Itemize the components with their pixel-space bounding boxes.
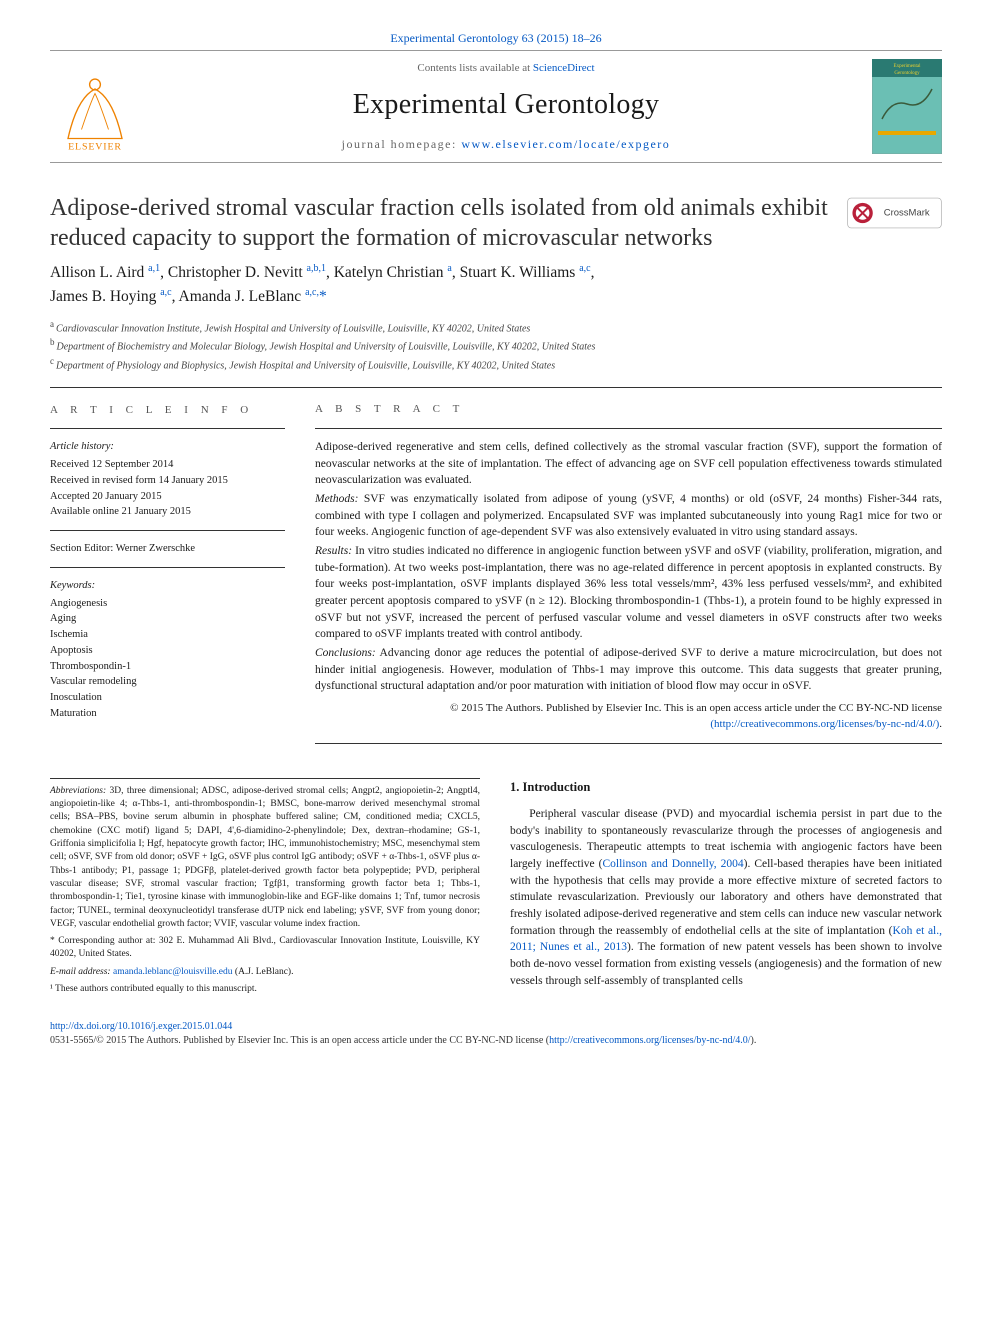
methods-head: Methods: — [315, 493, 358, 505]
email-footnote: E-mail address: amanda.leblanc@louisvill… — [50, 966, 480, 979]
article-title: Adipose-derived stromal vascular fractio… — [50, 193, 835, 253]
doi-link[interactable]: http://dx.doi.org/10.1016/j.exger.2015.0… — [50, 1021, 232, 1032]
article-citation: Experimental Gerontology 63 (2015) 18–26 — [50, 30, 942, 46]
author-affil-mark: a,c, — [305, 287, 319, 298]
affiliation-item: cDepartment of Physiology and Biophysics… — [50, 355, 942, 373]
author-list: Allison L. Aird a,1, Christopher D. Nevi… — [50, 261, 942, 308]
corresponding-author-footnote: * Corresponding author at: 302 E. Muhamm… — [50, 935, 480, 962]
svg-text:Gerontology: Gerontology — [894, 71, 920, 76]
intro-section: Abbreviations: 3D, three dimensional; AD… — [50, 778, 942, 1000]
homepage-prefix: journal homepage: — [342, 137, 462, 151]
elsevier-logo: ELSEVIER — [50, 62, 140, 152]
copyright-text: © 2015 The Authors. Published by Elsevie… — [450, 702, 942, 714]
author-affil-mark: a,c — [160, 287, 171, 298]
article-info-caps: A R T I C L E I N F O — [50, 402, 285, 419]
journal-header: ELSEVIER Contents lists available at Sci… — [50, 50, 942, 163]
sciencedirect-link[interactable]: ScienceDirect — [533, 62, 595, 74]
conclusions-body: Advancing donor age reduces the potentia… — [315, 647, 942, 692]
article-info-col: A R T I C L E I N F O Article history: R… — [50, 402, 285, 754]
abstract-results: Results: In vitro studies indicated no d… — [315, 543, 942, 643]
affiliations: aCardiovascular Innovation Institute, Je… — [50, 318, 942, 373]
homepage-link[interactable]: www.elsevier.com/locate/expgero — [461, 137, 670, 151]
history-item: Received 12 September 2014 — [50, 457, 285, 473]
footnotes-col: Abbreviations: 3D, three dimensional; AD… — [50, 778, 480, 1000]
abbrev-head: Abbreviations: — [50, 786, 106, 796]
history-item: Accepted 20 January 2015 — [50, 489, 285, 505]
abstract-copyright: © 2015 The Authors. Published by Elsevie… — [315, 701, 942, 733]
author-affil-mark: a,1 — [148, 263, 160, 274]
abstract-text: Adipose-derived regenerative and stem ce… — [315, 439, 942, 695]
email-suffix: (A.J. LeBlanc). — [235, 967, 294, 977]
conclusions-head: Conclusions: — [315, 647, 376, 659]
divider — [315, 428, 942, 429]
journal-name: Experimental Gerontology — [160, 86, 852, 124]
footer-copyright-text: 0531-5565/© 2015 The Authors. Published … — [50, 1035, 549, 1046]
methods-body: SVF was enzymatically isolated from adip… — [315, 493, 942, 538]
keyword-item: Aging — [50, 611, 285, 627]
footer-license-link[interactable]: http://creativecommons.org/licenses/by-n… — [549, 1035, 750, 1046]
homepage-line: journal homepage: www.elsevier.com/locat… — [160, 136, 852, 152]
header-center: Contents lists available at ScienceDirec… — [140, 61, 872, 152]
divider — [50, 530, 285, 531]
author-affil-mark: a,b,1 — [307, 263, 326, 274]
abstract-conclusions: Conclusions: Advancing donor age reduces… — [315, 645, 942, 695]
keywords-block: Keywords: Angiogenesis Aging Ischemia Ap… — [50, 578, 285, 722]
divider — [50, 387, 942, 388]
crossmark-badge[interactable]: CrossMark — [847, 197, 942, 232]
keyword-item: Angiogenesis — [50, 596, 285, 612]
journal-cover-thumbnail: Experimental Gerontology — [872, 59, 942, 154]
footer-suffix: ). — [751, 1035, 757, 1046]
citation-link[interactable]: Koh et al., 2011; Nunes et al., 2013 — [510, 925, 942, 954]
keyword-item: Maturation — [50, 706, 285, 722]
article-history-head: Article history: — [50, 439, 285, 455]
section-editor-block: Section Editor: Werner Zwerschke — [50, 541, 285, 557]
results-head: Results: — [315, 545, 352, 557]
abstract-methods: Methods: SVF was enzymatically isolated … — [315, 491, 942, 541]
history-item: Available online 21 January 2015 — [50, 504, 285, 520]
info-abstract-row: A R T I C L E I N F O Article history: R… — [50, 402, 942, 754]
keywords-head: Keywords: — [50, 578, 285, 594]
citation-link[interactable]: Collinson and Donnelly, 2004 — [602, 858, 743, 870]
equal-contribution-footnote: ¹ These authors contributed equally to t… — [50, 983, 480, 996]
abbrev-body: 3D, three dimensional; ADSC, adipose-der… — [50, 786, 480, 929]
author-email-link[interactable]: amanda.leblanc@louisville.edu — [111, 967, 235, 977]
email-label: E-mail address: — [50, 967, 111, 977]
intro-paragraph: Peripheral vascular disease (PVD) and my… — [510, 806, 942, 989]
divider — [315, 743, 942, 744]
affiliation-item: bDepartment of Biochemistry and Molecula… — [50, 336, 942, 354]
results-body: In vitro studies indicated no difference… — [315, 545, 942, 640]
footnotes: Abbreviations: 3D, three dimensional; AD… — [50, 778, 480, 996]
abstract-intro: Adipose-derived regenerative and stem ce… — [315, 439, 942, 489]
contents-prefix: Contents lists available at — [417, 62, 532, 74]
abbreviations-footnote: Abbreviations: 3D, three dimensional; AD… — [50, 785, 480, 931]
divider — [50, 428, 285, 429]
abstract-caps: A B S T R A C T — [315, 402, 942, 418]
divider — [50, 567, 285, 568]
abstract-col: A B S T R A C T Adipose-derived regenera… — [315, 402, 942, 754]
article-history-block: Article history: Received 12 September 2… — [50, 439, 285, 520]
author-affil-mark: a,c — [579, 263, 590, 274]
license-link[interactable]: (http://creativecommons.org/licenses/by-… — [710, 718, 939, 730]
keyword-item: Ischemia — [50, 627, 285, 643]
footer-bar: http://dx.doi.org/10.1016/j.exger.2015.0… — [50, 1020, 942, 1047]
footer-copyright: 0531-5565/© 2015 The Authors. Published … — [50, 1034, 942, 1048]
keyword-item: Apoptosis — [50, 643, 285, 659]
title-row: Adipose-derived stromal vascular fractio… — [50, 193, 942, 253]
intro-body-col: 1. Introduction Peripheral vascular dise… — [510, 778, 942, 1000]
keyword-item: Vascular remodeling — [50, 674, 285, 690]
keyword-item: Inosculation — [50, 690, 285, 706]
affiliation-item: aCardiovascular Innovation Institute, Je… — [50, 318, 942, 336]
author-affil-mark: a — [447, 263, 451, 274]
svg-text:ELSEVIER: ELSEVIER — [68, 141, 122, 152]
contents-available-line: Contents lists available at ScienceDirec… — [160, 61, 852, 76]
intro-heading: 1. Introduction — [510, 778, 942, 796]
history-item: Received in revised form 14 January 2015 — [50, 473, 285, 489]
section-editor-label: Section Editor: — [50, 543, 116, 554]
section-editor-name: Werner Zwerschke — [116, 543, 195, 554]
keyword-item: Thrombospondin-1 — [50, 659, 285, 675]
svg-text:Experimental: Experimental — [894, 64, 922, 69]
citation-link[interactable]: Experimental Gerontology 63 (2015) 18–26 — [390, 31, 601, 45]
crossmark-label: CrossMark — [884, 208, 930, 219]
